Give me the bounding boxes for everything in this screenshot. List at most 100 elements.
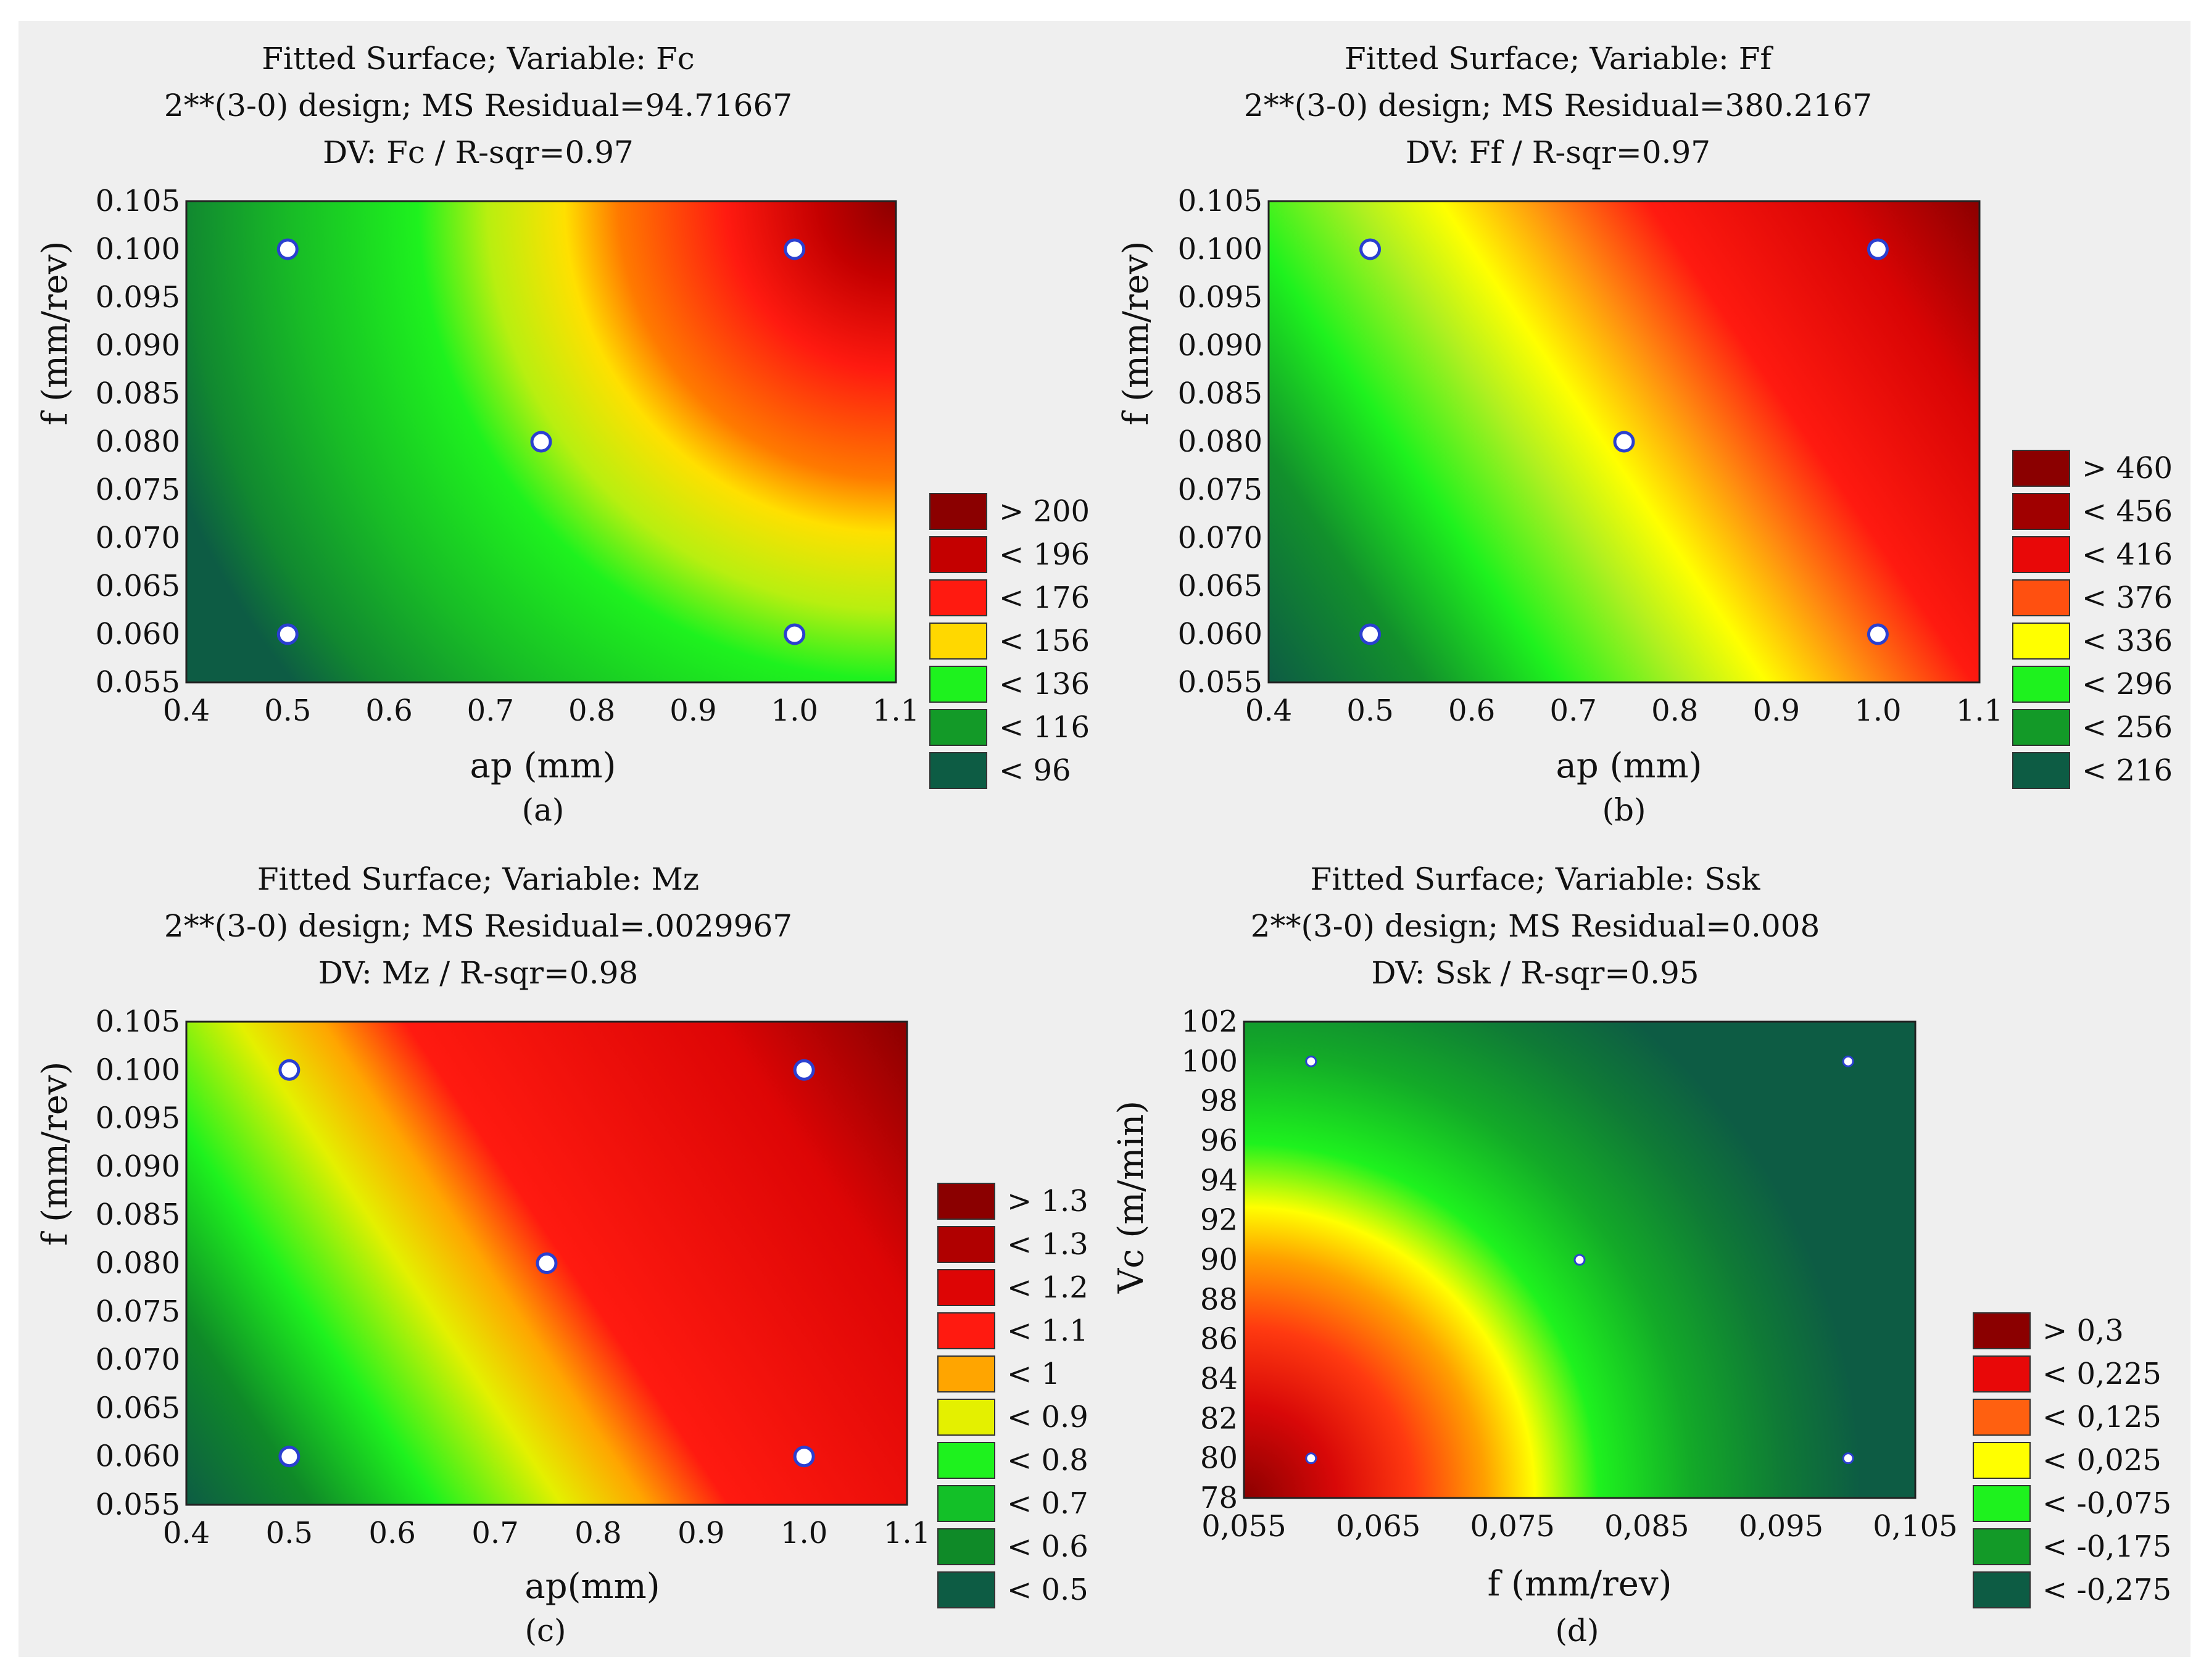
legend-swatch	[2012, 666, 2070, 703]
x-tick-label: 0,065	[1336, 1509, 1420, 1544]
y-tick-label: 0.060	[96, 1439, 180, 1474]
y-tick-label: 0.095	[1178, 280, 1262, 315]
panel-a: Fitted Surface; Variable: Fc 2**(3-0) de…	[35, 41, 1090, 828]
y-axis-label: f (mm/rev)	[35, 1062, 75, 1246]
y-tick-label: 86	[1200, 1322, 1238, 1357]
legend-swatch	[1973, 1571, 2031, 1608]
y-tick-label: 96	[1200, 1123, 1238, 1158]
design-point	[1305, 1452, 1317, 1465]
legend-swatch	[937, 1355, 995, 1392]
y-tick-label: 90	[1200, 1243, 1238, 1277]
legend-swatch	[937, 1571, 995, 1608]
legend-swatch	[2012, 709, 2070, 746]
design-point	[1867, 238, 1889, 260]
x-tick-label: 0.8	[1651, 693, 1698, 728]
y-tick-label: 0.075	[96, 1294, 180, 1329]
legend-label: < 336	[2082, 624, 2173, 658]
design-point	[1573, 1254, 1586, 1266]
legend-swatch	[937, 1183, 995, 1220]
x-tick-label: 0.9	[669, 693, 716, 728]
legend-label: < 116	[999, 710, 1090, 745]
y-tick-labels: 0.055 0.060 0.065 0.070 0.075 0.080 0.085 0.090…	[1178, 184, 1262, 700]
y-tick-label: 0.060	[96, 617, 180, 652]
y-tick-labels: 0.055 0.060 0.065 0.070 0.075 0.080 0.085 0.090…	[96, 184, 180, 700]
legend-label: < 376	[2082, 581, 2173, 615]
x-tick-label: 1.1	[872, 693, 919, 728]
y-tick-label: 0.105	[96, 1004, 180, 1039]
y-tick-label: 84	[1200, 1362, 1238, 1396]
y-tick-label: 92	[1200, 1203, 1238, 1238]
design-point	[276, 623, 299, 645]
design-point	[793, 1059, 815, 1081]
legend-label: < 456	[2082, 494, 2173, 529]
y-tick-label: 0.080	[96, 1246, 180, 1281]
y-tick-label: 0.065	[1178, 569, 1262, 603]
legend-label: < 216	[2082, 753, 2173, 788]
legend-label: < 136	[999, 667, 1090, 701]
legend-label: < 1.1	[1007, 1314, 1088, 1348]
legend: > 200 < 196 < 176 < 156 < 136 < 116 < 96	[929, 493, 1090, 789]
design-points	[1305, 1055, 1854, 1465]
panel-b: Fitted Surface; Variable: Ff 2**(3-0) de…	[1116, 41, 2173, 828]
x-axis-label: f (mm/rev)	[1488, 1564, 1672, 1604]
design-point	[278, 1059, 300, 1081]
legend-swatch	[1973, 1399, 2031, 1436]
chart-title-line: Fitted Surface; Variable: Fc	[262, 41, 694, 77]
y-tick-label: 100	[1181, 1044, 1238, 1078]
y-tick-label: 0.060	[1178, 617, 1262, 652]
legend-label: < 156	[999, 624, 1090, 658]
y-axis-label: Vc (m/min)	[1111, 1101, 1151, 1294]
plot-frame	[1267, 200, 1981, 684]
panel-label: (a)	[522, 792, 565, 828]
legend-swatch	[2012, 450, 2070, 487]
y-tick-label: 0.085	[96, 1198, 180, 1232]
chart-title-line: DV: Fc / R-sqr=0.97	[323, 134, 634, 170]
x-tick-label: 1.0	[771, 693, 818, 728]
x-tick-label: 0.9	[678, 1516, 724, 1550]
legend-swatch	[1973, 1442, 2031, 1479]
chart-title-line: 2**(3-0) design; MS Residual=0.008	[1251, 908, 1820, 944]
legend-swatch	[1973, 1528, 2031, 1565]
x-tick-label: 0.5	[266, 1516, 313, 1550]
legend-swatch	[929, 666, 987, 703]
legend-label: < 0.6	[1007, 1529, 1088, 1564]
y-tick-label: 0.090	[1178, 328, 1262, 363]
x-tick-label: 0,095	[1739, 1509, 1823, 1544]
y-tick-label: 0.065	[96, 569, 180, 603]
legend-swatch	[937, 1442, 995, 1479]
chart-title-line: Fitted Surface; Variable: Ssk	[1311, 861, 1761, 897]
y-tick-label: 0.075	[1178, 473, 1262, 507]
x-tick-label: 0.4	[163, 693, 210, 728]
design-points	[276, 238, 806, 645]
x-tick-label: 1.0	[1854, 693, 1901, 728]
design-point	[278, 1446, 300, 1468]
legend-label: < 0.7	[1007, 1486, 1088, 1521]
y-tick-label: 0.070	[96, 521, 180, 555]
y-tick-label: 0.095	[96, 1101, 180, 1136]
x-tick-labels: 0.4 0.5 0.6 0.7 0.8 0.9 1.0 1.1	[1245, 693, 2003, 728]
legend-label: > 1.3	[1007, 1184, 1088, 1219]
design-point	[1842, 1055, 1854, 1067]
y-tick-labels: 0.055 0.060 0.065 0.070 0.075 0.080 0.085 0.090…	[96, 1004, 180, 1522]
legend-label: > 0,3	[2042, 1314, 2124, 1348]
design-point	[1359, 238, 1382, 260]
chart-title-line: Fitted Surface; Variable: Mz	[257, 861, 699, 897]
legend-swatch	[929, 623, 987, 660]
y-tick-label: 0.075	[96, 473, 180, 507]
x-tick-labels: 0,055 0,065 0,075 0,085 0,095 0,105	[1201, 1509, 1957, 1544]
legend-swatch	[937, 1485, 995, 1522]
panel-label: (d)	[1555, 1613, 1599, 1649]
x-tick-label: 1.1	[884, 1516, 930, 1550]
y-tick-label: 0.055	[96, 665, 180, 700]
x-axis-label: ap (mm)	[470, 746, 616, 786]
design-points	[278, 1059, 815, 1468]
legend-swatch	[929, 536, 987, 573]
legend-swatch	[2012, 623, 2070, 660]
y-tick-label: 0.100	[96, 1053, 180, 1087]
legend-label: < 96	[999, 753, 1071, 788]
y-tick-labels: 78 80 82 84 86 88 90 92 94 96 98 100 102	[1181, 1004, 1238, 1515]
y-axis-label: f (mm/rev)	[1116, 241, 1156, 426]
legend-swatch	[2012, 536, 2070, 573]
x-axis-label: ap(mm)	[524, 1566, 660, 1607]
legend-label: < 0.5	[1007, 1573, 1088, 1607]
